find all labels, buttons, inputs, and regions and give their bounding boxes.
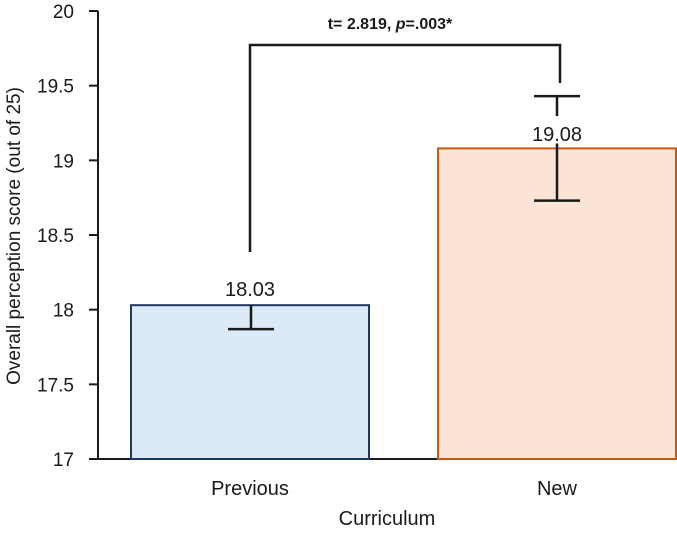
y-tick-label: 19 [53,151,74,172]
y-tick-label: 19.5 [37,77,74,98]
data-labels: 18.03 19.08 [225,124,582,301]
y-ticks: 17 17.5 18 18.5 19 19.5 20 [37,2,98,471]
bars [130,147,677,461]
x-category-label: New [537,478,578,500]
x-axis-title: Curriculum [339,508,436,530]
significance-bracket [248,43,562,252]
annotation-suffix: =.003* [406,16,453,33]
y-tick-label: 17.5 [37,375,74,396]
y-tick-label: 20 [53,2,74,23]
x-category-labels: Previous New [211,478,577,500]
y-tick-label: 18.5 [37,226,74,247]
annotation-prefix: t= 2.819, [328,16,396,33]
y-axis-title: Overall perception score (out of 25) [4,87,25,385]
x-category-label: Previous [211,478,289,500]
bracket-line [248,43,562,252]
bar-previous [130,304,370,461]
significance-annotation: t= 2.819, p=.003* [328,16,453,33]
data-label: 18.03 [225,279,275,301]
annotation-p-symbol: p [395,16,406,33]
data-label: 19.08 [532,124,582,146]
y-tick-label: 18 [53,301,74,322]
error-bars [228,94,580,331]
y-tick-label: 17 [53,450,74,471]
